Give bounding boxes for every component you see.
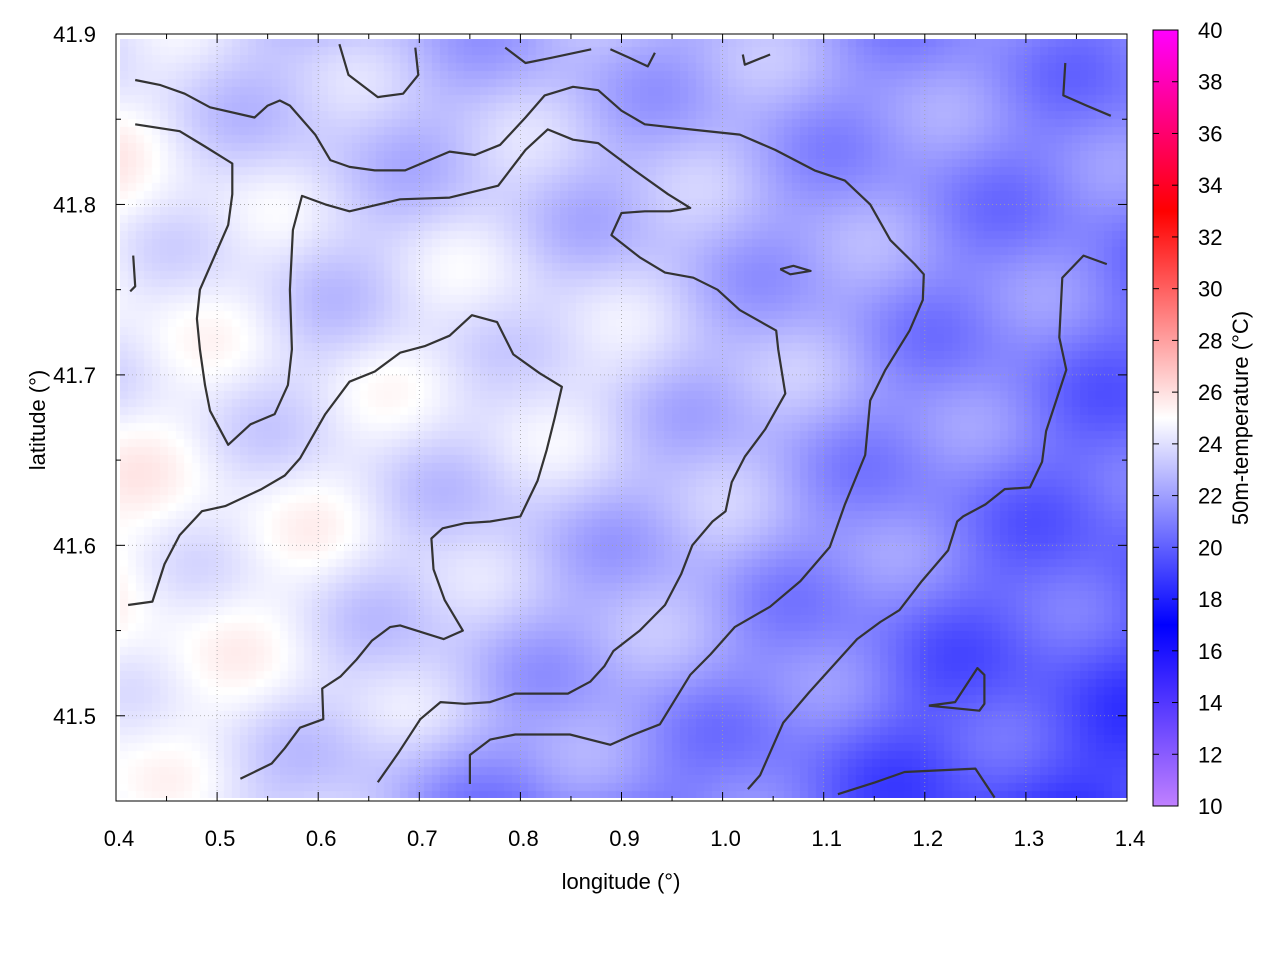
x-tick-label: 1.3 (1014, 826, 1045, 851)
contour-lines (127, 43, 1112, 799)
contour-line (127, 314, 564, 780)
x-tick-label: 1.1 (811, 826, 842, 851)
axes: 0.4 0.5 0.6 0.7 0.8 0.9 1.0 1.1 1.2 1.3 1.4 41.5 41.… (53, 22, 1145, 851)
colorbar-tick-label: 16 (1198, 639, 1222, 664)
colorbar-tick-label: 26 (1198, 380, 1222, 405)
y-tick-label: 41.7 (53, 363, 96, 388)
colorbar-tick-label: 32 (1198, 225, 1222, 250)
contour-line (504, 46, 592, 65)
x-tick-label: 0.9 (609, 826, 640, 851)
colorbar-tick-label: 36 (1198, 121, 1222, 146)
y-tick-label: 41.5 (53, 704, 96, 729)
contour-line (928, 666, 986, 712)
colorbar-tick-label: 38 (1198, 70, 1222, 95)
contour-line (129, 255, 137, 293)
colorbar-tick-label: 40 (1198, 18, 1222, 43)
colorbar-tick-label: 20 (1198, 535, 1222, 560)
x-tick-label: 1.2 (913, 826, 944, 851)
x-tick-label: 0.8 (508, 826, 539, 851)
y-tick-label: 41.8 (53, 192, 96, 217)
colorbar-tick-label: 34 (1198, 173, 1222, 198)
x-tick-label: 0.5 (205, 826, 236, 851)
contour-line (134, 78, 925, 784)
colorbar-label: 50m-temperature (°C) (1228, 311, 1253, 525)
colorbar-tick-label: 12 (1198, 742, 1222, 767)
contour-line (837, 767, 996, 799)
colorbar-tick-label: 30 (1198, 277, 1222, 302)
colorbar-tick-label: 28 (1198, 328, 1222, 353)
contour-line (338, 43, 420, 99)
y-tick-label: 41.6 (53, 533, 96, 558)
contour-line (1062, 62, 1112, 117)
x-tick-label: 0.6 (306, 826, 337, 851)
colorbar-tick-label: 10 (1198, 794, 1222, 819)
colorbar-tick-label: 14 (1198, 691, 1222, 716)
colorbar-tick-label: 24 (1198, 432, 1222, 457)
x-tick-label: 1.4 (1115, 826, 1146, 851)
x-tick-label: 0.4 (104, 826, 135, 851)
contour-line (135, 123, 787, 783)
x-tick-label: 0.7 (407, 826, 438, 851)
y-tick-label: 41.9 (53, 22, 96, 47)
contour-line (747, 254, 1108, 790)
y-axis-label: latitude (°) (25, 370, 50, 471)
colorbar-tick-label: 18 (1198, 587, 1222, 612)
colorbar-tick-label: 22 (1198, 484, 1222, 509)
x-tick-label: 1.0 (710, 826, 741, 851)
temperature-heatmap (120, 39, 1127, 798)
contour-line (779, 264, 812, 276)
colorbar-scale (1152, 29, 1179, 807)
colorbar: 10 12 14 16 18 20 22 24 26 28 30 32 34 36 38 40 (1152, 18, 1222, 819)
x-axis-label: longitude (°) (562, 869, 681, 894)
contour-line (741, 53, 771, 66)
contour-line (609, 48, 656, 68)
